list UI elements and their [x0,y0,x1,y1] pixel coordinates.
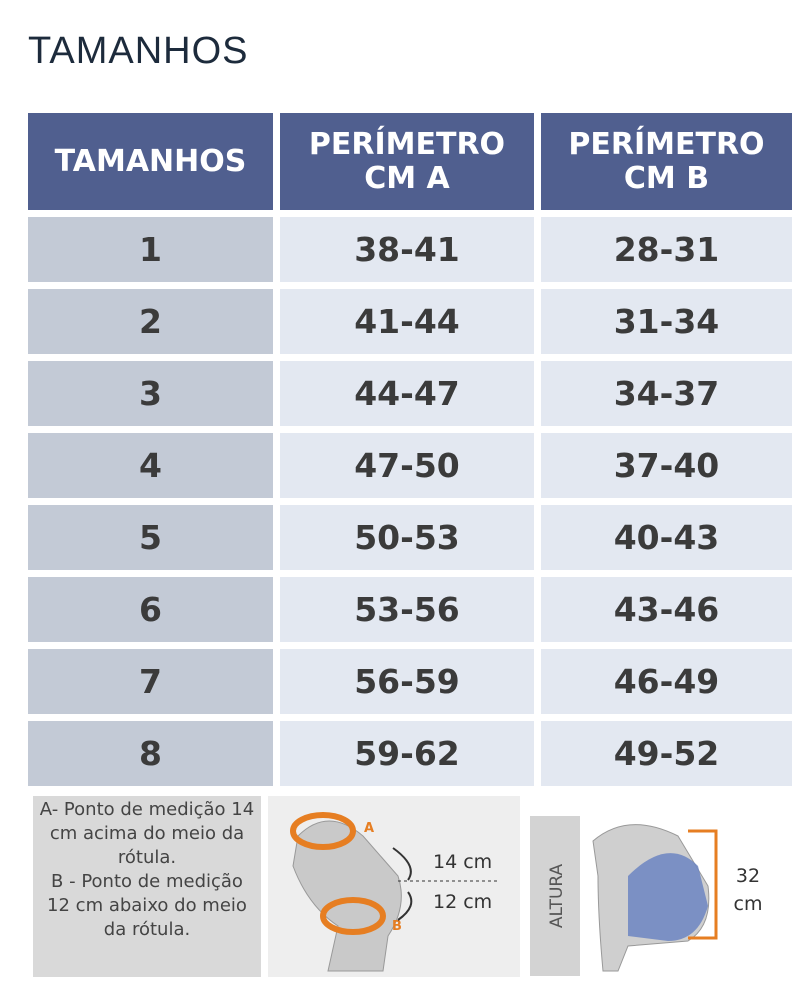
page-title: TAMANHOS [28,30,249,72]
label-a: A [364,821,374,836]
knee [292,820,402,972]
table-cell: 6 [28,577,273,642]
table-cell: 43-46 [541,577,792,642]
diagram: A B 14 cm 12 cm ALTURA 32 cm [268,796,763,977]
sleeve [628,853,708,941]
table-cell: 8 [28,721,273,786]
table-cell: 4 [28,433,273,498]
table-cell: 50-53 [280,505,534,570]
altura-label: ALTURA [547,863,567,928]
note: A- Ponto de medição 14 cm acima do meio … [39,799,255,868]
table-cell: 31-34 [541,289,792,354]
notes: A- Ponto de medição 14 cm acima do meio … [33,796,261,977]
table-cell: 41-44 [280,289,534,354]
note: B - Ponto de medição 12 cm abaixo do mei… [47,871,247,940]
table-cell: 49-52 [541,721,792,786]
table-cell: 3 [28,361,273,426]
table-cell: 40-43 [541,505,792,570]
ring-b [320,897,386,935]
table-cell: 53-56 [280,577,534,642]
lower-label: 12 cm [433,891,492,913]
table-cell: 44-47 [280,361,534,426]
height-label: 32 cm [733,865,763,915]
altura-strip [530,816,580,976]
table-cell: 47-50 [280,433,534,498]
header-cell: PERÍMETRO CM B [541,113,792,210]
label-b: B [392,919,402,934]
table-cell: 34-37 [541,361,792,426]
table-cell: 46-49 [541,649,792,714]
table-cell: 38-41 [280,217,534,282]
table-cell: 37-40 [541,433,792,498]
table-cell: 5 [28,505,273,570]
arrows [392,847,413,921]
table-cell: 28-31 [541,217,792,282]
table-cell: 1 [28,217,273,282]
header-cell: PERÍMETRO CM A [280,113,534,210]
height-bracket [688,829,718,940]
table-cell: 59-62 [280,721,534,786]
ring-a [290,812,356,850]
header-cell: TAMANHOS [28,113,273,210]
table-cell: 2 [28,289,273,354]
table-cell: 56-59 [280,649,534,714]
table-cell: 7 [28,649,273,714]
upper-label: 14 cm [433,851,492,873]
